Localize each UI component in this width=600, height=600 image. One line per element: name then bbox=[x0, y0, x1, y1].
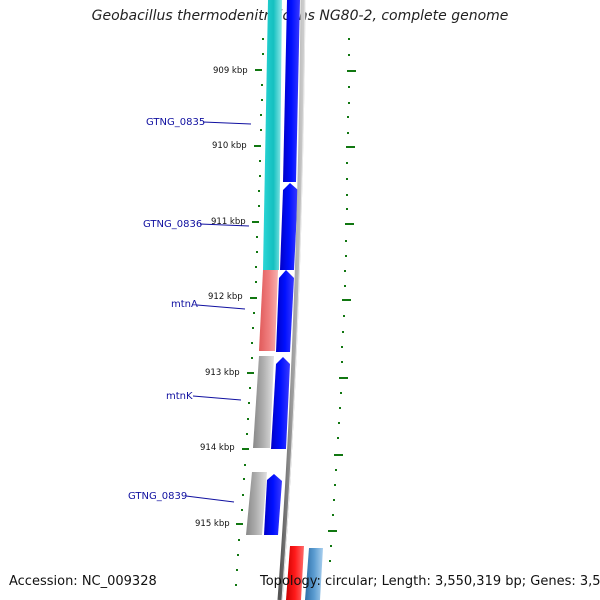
tick-label: 915 kbp bbox=[195, 519, 230, 529]
map-title: Geobacillus thermodenitrificans NG80-2, … bbox=[91, 8, 509, 24]
cds-arrow[interactable] bbox=[280, 183, 298, 270]
leader-line bbox=[196, 304, 246, 310]
topology-text: Topology: circular; Length: 3,550,319 bp… bbox=[260, 574, 600, 589]
cds-arrow[interactable] bbox=[271, 357, 290, 449]
gene-block-grey-2[interactable] bbox=[246, 472, 267, 535]
leader-line bbox=[199, 223, 250, 227]
cds-track bbox=[264, 0, 323, 600]
gene-label[interactable]: GTNG_0835 bbox=[146, 117, 205, 128]
cds-arrow[interactable] bbox=[264, 474, 282, 535]
kbp-labels: 909 kbp 910 kbp 911 kbp 912 kbp 913 kbp … bbox=[195, 66, 248, 529]
tick-label: 914 kbp bbox=[200, 443, 235, 453]
genome-backbone-highlight bbox=[281, 0, 306, 600]
cds-arrow-red[interactable] bbox=[286, 546, 304, 600]
gene-block-grey[interactable] bbox=[253, 356, 274, 448]
gene-label[interactable]: GTNG_0839 bbox=[128, 491, 187, 502]
leader-line bbox=[202, 121, 252, 125]
gene-label[interactable]: mtnA bbox=[171, 299, 198, 310]
cds-arrow[interactable] bbox=[276, 270, 294, 352]
tick-label: 911 kbp bbox=[211, 217, 246, 227]
ruler-dots-outer bbox=[329, 38, 350, 562]
tick-label: 912 kbp bbox=[208, 292, 243, 302]
gene-labels: GTNG_0835 GTNG_0836 mtnA mtnK GTNG_0839 bbox=[128, 117, 252, 503]
tick-label: 910 kbp bbox=[212, 141, 247, 151]
leader-line bbox=[192, 395, 242, 401]
gene-label[interactable]: GTNG_0836 bbox=[143, 219, 202, 230]
genome-backbone bbox=[277, 0, 306, 600]
ruler-ticks-inner bbox=[236, 69, 262, 525]
gene-label[interactable]: mtnK bbox=[166, 391, 193, 402]
gene-block-cyan[interactable] bbox=[263, 0, 282, 270]
gene-track bbox=[246, 0, 282, 535]
tick-label: 913 kbp bbox=[205, 368, 240, 378]
cds-arrow[interactable] bbox=[283, 0, 300, 182]
ruler-ticks-outer bbox=[328, 70, 356, 532]
leader-line bbox=[185, 495, 235, 503]
ruler-dots-inner bbox=[235, 38, 264, 586]
gene-block-pink[interactable] bbox=[259, 270, 278, 351]
cds-arrow-steelblue[interactable] bbox=[305, 548, 323, 600]
tick-label: 909 kbp bbox=[213, 66, 248, 76]
accession-text: Accession: NC_009328 bbox=[9, 574, 157, 589]
